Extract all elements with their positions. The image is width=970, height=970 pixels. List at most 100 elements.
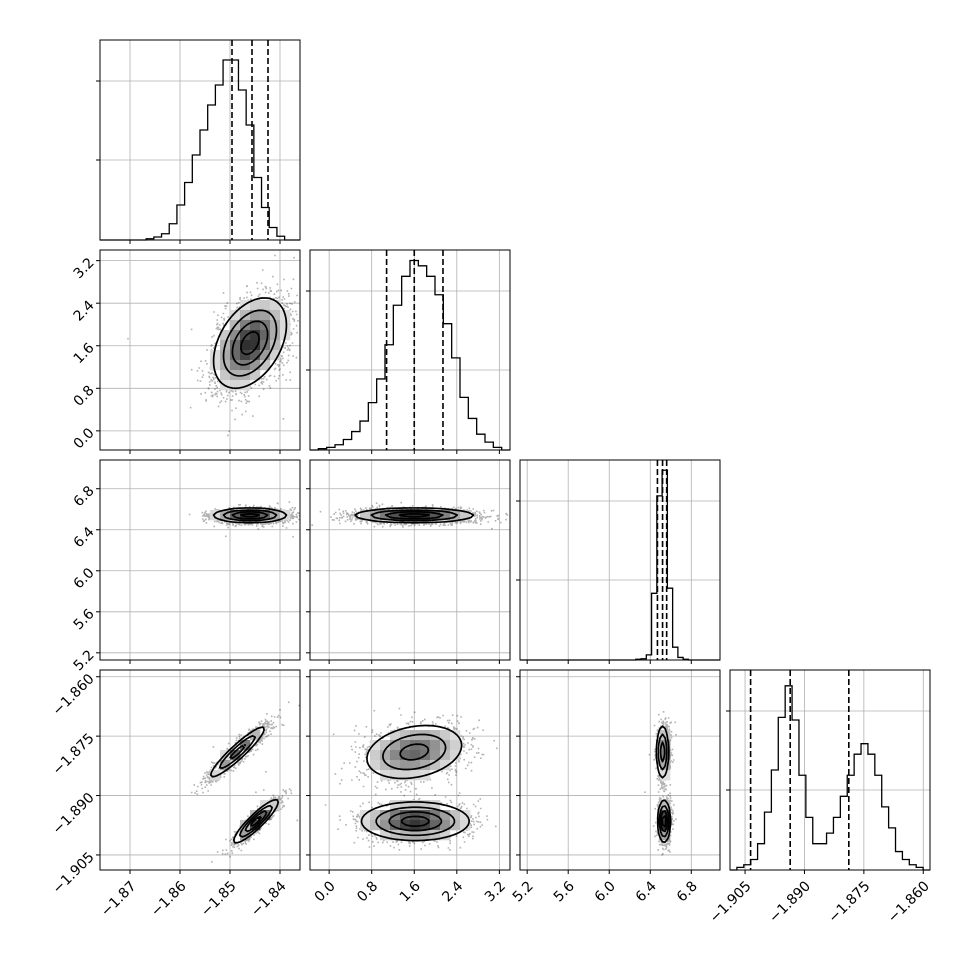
density-cell (450, 730, 461, 741)
density-cell (250, 370, 261, 381)
density-cell (460, 510, 471, 521)
density-cell (270, 510, 281, 521)
y-tick-label: 5.6 (71, 606, 98, 633)
density-cell (410, 810, 421, 821)
panel-frame (309, 249, 511, 451)
density-cell (430, 510, 441, 521)
x-tick-label: 6.8 (674, 878, 701, 905)
contour-level-3 (661, 815, 667, 828)
sample-points (644, 711, 677, 856)
x-tick-label: 6.0 (592, 878, 619, 905)
density-cell (420, 760, 431, 771)
contour-level-1 (222, 309, 278, 377)
density-cell (440, 510, 451, 521)
y-tick-label: 5.2 (71, 647, 98, 674)
sample-points (311, 501, 509, 530)
density-cell (370, 510, 381, 521)
x-tick-label: −1.85 (198, 878, 240, 920)
density-cell (450, 510, 461, 521)
contour-level-3 (240, 331, 260, 356)
density-cell (380, 750, 391, 761)
density-cell (230, 350, 241, 361)
density-cell (230, 330, 241, 341)
x-tick-label: −1.84 (248, 878, 290, 920)
density-cell (430, 760, 441, 771)
density-cell (250, 320, 261, 331)
panel-frame (99, 669, 301, 871)
density-cell (270, 310, 281, 321)
contour-level-2 (231, 320, 269, 366)
density-cell (260, 330, 271, 341)
density-cell (260, 300, 271, 311)
density-cell (240, 340, 251, 351)
panel-frame (729, 669, 931, 871)
density-cell (400, 750, 411, 761)
y-tick-label: 6.8 (71, 483, 98, 510)
x-tick-label: −1.890 (766, 878, 814, 926)
density-cell (450, 810, 461, 821)
y-tick-label: 1.6 (71, 340, 98, 367)
scatter-panel-3-1 (306, 669, 511, 874)
y-tick-label: 6.4 (71, 524, 98, 551)
histogram-step (100, 59, 300, 241)
density-cell (430, 730, 441, 741)
density-cell (390, 760, 401, 771)
x-tick-label: 2.4 (439, 878, 466, 905)
density-cell (450, 740, 461, 751)
density-cell (250, 310, 261, 321)
density-cell (270, 330, 281, 341)
scatter-panel-1-0 (96, 249, 301, 454)
density-cell (390, 740, 401, 751)
histogram-step (520, 469, 720, 661)
density-cell (210, 350, 221, 361)
density-cell (390, 750, 401, 761)
y-tick-label: −1.875 (50, 730, 98, 778)
contour-level-0 (655, 725, 672, 844)
x-tick-label: 1.6 (397, 878, 424, 905)
density-cell (240, 510, 251, 521)
density-cell (250, 730, 261, 741)
y-tick-label: −1.890 (50, 790, 98, 838)
density-cell (260, 310, 271, 321)
panel-frame (519, 459, 721, 661)
density-cell (400, 730, 411, 741)
density-cell (380, 740, 391, 751)
density-cell (230, 380, 241, 391)
density-cell (440, 810, 451, 821)
density-cell (410, 510, 421, 521)
density-cell (270, 300, 281, 311)
density-cell (410, 760, 421, 771)
density-cell (220, 510, 231, 521)
density-cell (440, 820, 451, 831)
density-cell (370, 760, 381, 771)
x-tick-label: 5.2 (510, 878, 537, 905)
sample-points (324, 707, 498, 851)
density-cell (440, 830, 451, 841)
x-tick-label: 6.4 (633, 878, 660, 905)
contour-level-1 (657, 733, 670, 838)
panel-frame (309, 459, 511, 661)
panel-frame (99, 39, 301, 241)
contour-level-3 (250, 815, 262, 827)
density-cell (360, 820, 371, 831)
density-cell (260, 360, 271, 371)
density-cell (460, 820, 471, 831)
x-tick-label: −1.860 (885, 878, 933, 926)
density-cell (400, 760, 411, 771)
contour-level-2 (659, 741, 669, 833)
density-cell (380, 820, 391, 831)
histogram-step (730, 685, 930, 871)
density-cell (430, 740, 441, 751)
density-cell (220, 330, 231, 341)
density-cell (440, 760, 451, 771)
density-cell (250, 340, 261, 351)
contour-level-0 (212, 297, 288, 390)
x-tick-label: −1.875 (826, 878, 874, 926)
density-cell (240, 380, 251, 391)
contour-level-2 (229, 744, 268, 833)
histogram-panel-2 (516, 459, 721, 664)
density-cell (390, 730, 401, 741)
density-cell (400, 770, 411, 781)
density-cell (660, 800, 671, 811)
